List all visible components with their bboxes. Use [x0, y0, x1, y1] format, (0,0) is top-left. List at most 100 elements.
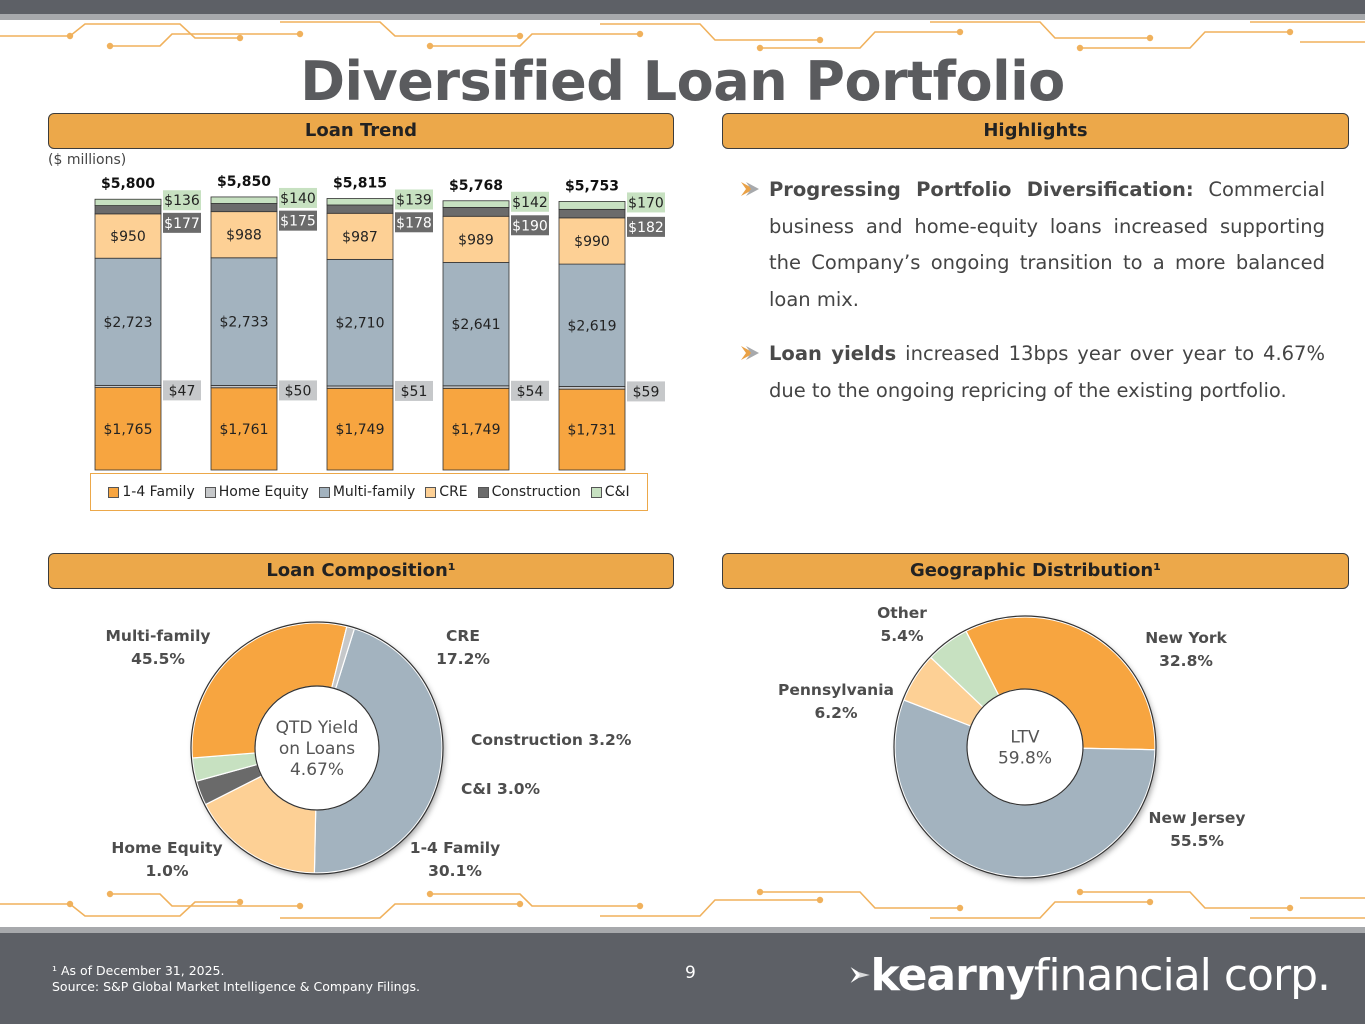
bar-segment-c-i — [442, 200, 510, 208]
donut-label: Construction 3.2% — [471, 731, 632, 749]
bar-data-label: $1,765 — [104, 422, 153, 438]
circuit-trace — [430, 893, 640, 907]
legend-item-multi-family: Multi-family — [318, 484, 415, 500]
bar-segment-1-4-family — [558, 388, 626, 471]
logo-wordmark: kearnyfinancial corp. — [871, 950, 1332, 1001]
bar-segment-cre — [442, 215, 510, 263]
highlight-bold: Progressing Portfolio Diversification: — [769, 178, 1194, 201]
arrow-bullet-icon — [741, 346, 759, 360]
legend-label: C&I — [604, 484, 630, 500]
circuit-trace — [0, 23, 240, 39]
donut-label-value: 1.0% — [146, 862, 189, 880]
bar-data-label: $51 — [401, 384, 428, 400]
side-label-bg — [627, 381, 665, 402]
bar-segment-cre — [558, 217, 626, 265]
circuit-node — [636, 30, 644, 38]
bar-segment-c-i — [94, 198, 162, 206]
donut-label-name: Pennsylvania — [778, 681, 894, 699]
donut-label-name: Other — [877, 604, 927, 622]
donut-center-label: LTV — [1010, 728, 1040, 748]
circuit-trace — [430, 33, 640, 47]
circuit-node — [636, 902, 644, 910]
legend-swatch — [477, 486, 489, 498]
bar-data-label: $178 — [396, 215, 432, 231]
circuit-trace — [600, 23, 820, 41]
bar-data-label: $988 — [226, 228, 262, 244]
bar-segment-construction — [94, 205, 162, 215]
loan-trend-chart: $1,765 $47 $2,723 $950 $177 $136 $5,800 $1,761 $… — [94, 174, 665, 471]
legend-swatch — [108, 486, 120, 498]
bar-data-label: $987 — [342, 229, 378, 245]
donut-center-label: 59.8% — [998, 749, 1052, 769]
circuit-node — [426, 42, 434, 50]
bar-segment-1-4-family — [94, 387, 162, 471]
circuit-node — [1286, 28, 1294, 36]
circuit-node — [236, 34, 244, 42]
circuit-node — [426, 890, 434, 898]
circuit-node — [1146, 34, 1154, 42]
circuit-trace — [600, 899, 820, 917]
legend-item-construction: Construction — [477, 484, 581, 500]
bar-data-label: $2,641 — [452, 317, 501, 333]
donut-outline — [190, 621, 444, 875]
bar-data-label: $190 — [512, 218, 548, 234]
circuit-decoration-top — [0, 21, 1365, 52]
highlights-list: Progressing Portfolio Diversification: C… — [740, 172, 1325, 427]
bar-data-label: $177 — [164, 216, 200, 232]
bar-data-label: $54 — [517, 384, 544, 400]
circuit-trace — [280, 903, 520, 919]
side-label-bg — [279, 380, 317, 401]
legend-label: Construction — [491, 484, 581, 500]
bar-segment-c-i — [558, 201, 626, 210]
legend-label: CRE — [439, 484, 468, 500]
circuit-node — [1076, 888, 1084, 896]
donut-group — [191, 622, 443, 874]
circuit-node — [756, 44, 764, 52]
bar-data-label: $989 — [458, 232, 494, 248]
bar-data-label: $1,761 — [220, 422, 269, 438]
bar-segment-cre — [326, 212, 394, 260]
legend-item-ci: C&I — [590, 484, 630, 500]
bar-data-label: $2,723 — [104, 315, 153, 331]
donut-outline — [893, 615, 1157, 879]
donut-label-value: 30.1% — [428, 862, 482, 880]
footnote-as-of: ¹ As of December 31, 2025. — [52, 963, 225, 978]
legend-label: Home Equity — [218, 484, 309, 500]
company-logo: kearnyfinancial corp. — [850, 939, 1332, 1011]
bar-segment-construction — [326, 204, 394, 214]
legend-item-1-4-family: 1-4 Family — [108, 484, 195, 500]
bar-segment-construction — [558, 208, 626, 219]
circuit-node — [236, 898, 244, 906]
bar-data-label: $170 — [628, 195, 664, 211]
bar-data-label: $2,733 — [220, 315, 269, 331]
side-label-bg — [279, 187, 317, 208]
donut-label-name: New Jersey — [1149, 809, 1246, 827]
legend-label: 1-4 Family — [122, 484, 195, 500]
circuit-node — [956, 28, 964, 36]
side-label-bg — [163, 380, 201, 401]
donut-label-value: 55.5% — [1170, 832, 1224, 850]
circuit-node — [296, 902, 304, 910]
highlight-text: increased 13bps year over year to 4.67% … — [769, 342, 1325, 402]
circuit-node — [516, 32, 524, 40]
circuit-node — [816, 36, 824, 44]
loan-trend-header: Loan Trend — [48, 113, 674, 149]
circuit-decoration-bottom — [0, 888, 1365, 919]
footer: ¹ As of December 31, 2025. Source: S&P G… — [0, 927, 1365, 1024]
bar-total-label: $5,815 — [333, 175, 387, 191]
bar-total-label: $5,850 — [217, 174, 271, 190]
legend-swatch — [425, 486, 437, 498]
circuit-node — [816, 896, 824, 904]
bar-segment-home-equity — [558, 386, 626, 390]
donut-center-label: 4.67% — [290, 760, 344, 780]
bar-segment-cre — [94, 213, 162, 259]
legend-swatch — [590, 486, 602, 498]
donut-label-value: 5.4% — [881, 627, 924, 645]
circuit-node — [1286, 904, 1294, 912]
bar-data-label: $1,749 — [452, 422, 501, 438]
bar-data-label: $175 — [280, 214, 316, 230]
donut-label-name: Home Equity — [111, 839, 222, 857]
highlight-bold: Loan yields — [769, 342, 897, 365]
circuit-node — [106, 42, 114, 50]
